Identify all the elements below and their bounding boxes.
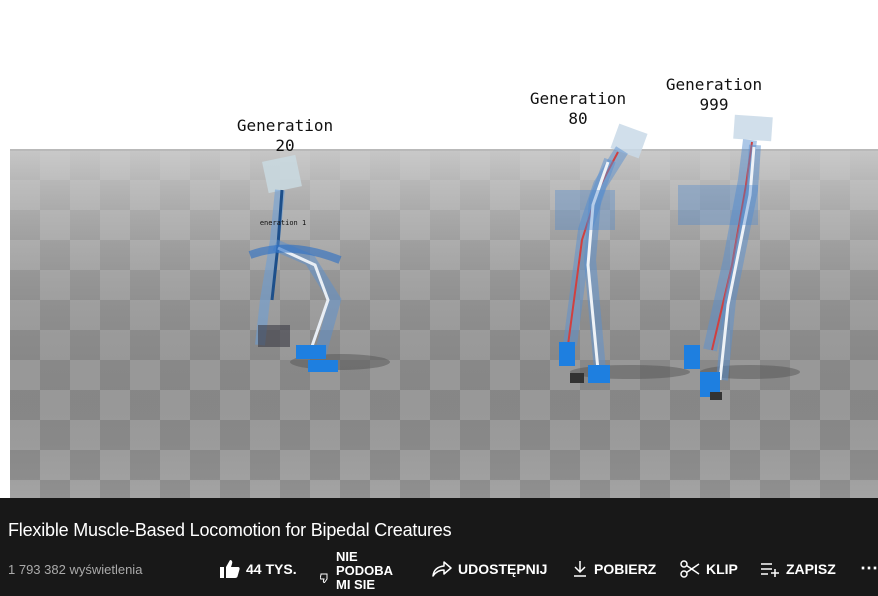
share-label: UDOSTĘPNIJ [458,561,548,577]
video-info-panel: Flexible Muscle-Based Locomotion for Bip… [0,498,878,596]
save-label: ZAPISZ [786,561,836,577]
creature-generation-80 [555,123,690,383]
like-count: 44 TYS. [246,561,297,577]
checkered-floor [10,149,878,498]
more-options-icon: ⋯ [860,558,878,578]
download-icon [572,560,588,578]
clip-label: KLIP [706,561,738,577]
thumbs-up-icon [220,560,240,578]
save-button[interactable]: ZAPISZ [760,560,836,578]
like-button[interactable]: 44 TYS. [220,560,297,578]
label-generation-20: Generation 20 [236,116,334,155]
label-generation-1: eneration 1 [259,219,307,227]
video-player[interactable]: Generation 20 eneration 1 Generation 80 … [10,0,878,498]
creature-generation-20 [248,154,390,372]
view-count: 1 793 382 wyświetlenia [8,562,143,577]
video-title: Flexible Muscle-Based Locomotion for Bip… [8,520,452,540]
download-button[interactable]: POBIERZ [572,560,656,578]
add-to-playlist-icon [760,560,780,578]
scissors-icon [680,560,700,578]
label-generation-80: Generation 80 [529,89,627,128]
thumbs-down-icon [320,573,330,583]
clip-button[interactable]: KLIP [680,560,738,578]
more-options-button[interactable]: ⋯ [860,558,878,579]
label-generation-999: Generation 999 [665,75,763,114]
dislike-label: NIE PODOBA MI SIE [336,549,393,592]
share-arrow-icon [432,560,452,578]
download-label: POBIERZ [594,561,657,577]
creature-generation-999 [678,114,800,400]
simulation-scene [10,0,878,498]
share-button[interactable]: UDOSTĘPNIJ [432,560,547,578]
dislike-button[interactable]: NIE PODOBA MI SIE [320,550,396,592]
